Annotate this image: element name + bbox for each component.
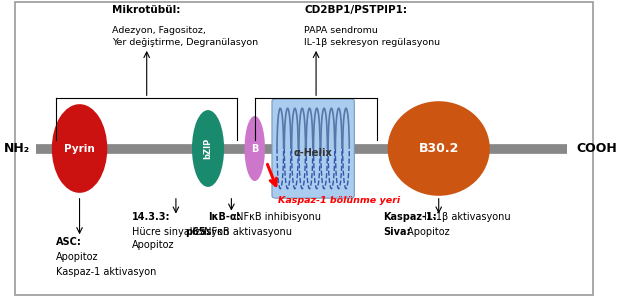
Text: Siva:: Siva:	[383, 227, 410, 237]
Text: Apopitoz: Apopitoz	[404, 227, 450, 237]
Text: NFκB inhibisyonu: NFκB inhibisyonu	[233, 212, 321, 222]
Text: ASC:: ASC:	[56, 237, 82, 247]
Ellipse shape	[52, 104, 107, 193]
Text: Kaspaz-1 bölünme yeri: Kaspaz-1 bölünme yeri	[278, 196, 401, 205]
Text: α-Helix: α-Helix	[294, 148, 332, 158]
Text: NFκB aktivasyonu: NFκB aktivasyonu	[201, 227, 292, 237]
Text: Adezyon, Fagositoz,
Yer değiştirme, Degranülasyon: Adezyon, Fagositoz, Yer değiştirme, Degr…	[112, 26, 258, 47]
Text: PAPA sendromu
IL-1β sekresyon regülasyonu: PAPA sendromu IL-1β sekresyon regülasyon…	[304, 26, 440, 47]
Ellipse shape	[192, 110, 224, 187]
Text: Apopitoz: Apopitoz	[132, 240, 175, 250]
Text: Kaspaz-1 aktivasyon: Kaspaz-1 aktivasyon	[56, 267, 156, 277]
Text: Mikrotübül:: Mikrotübül:	[112, 5, 180, 15]
Text: bZIP: bZIP	[204, 138, 212, 159]
Text: Hücre sinyalizasyon: Hücre sinyalizasyon	[132, 227, 229, 237]
Text: IL-1β aktivasyonu: IL-1β aktivasyonu	[421, 212, 510, 222]
Text: B30.2: B30.2	[419, 142, 459, 155]
Text: Apopitoz: Apopitoz	[56, 252, 99, 262]
FancyBboxPatch shape	[16, 2, 594, 295]
FancyBboxPatch shape	[272, 99, 355, 198]
Ellipse shape	[245, 116, 265, 181]
Text: Kaspaz-1:: Kaspaz-1:	[383, 212, 437, 222]
Text: B: B	[251, 143, 258, 154]
Text: NH₂: NH₂	[4, 142, 30, 155]
Text: CD2BP1/PSTPIP1:: CD2BP1/PSTPIP1:	[304, 5, 407, 15]
Text: 14.3.3:: 14.3.3:	[132, 212, 171, 222]
Text: COOH: COOH	[576, 142, 617, 155]
Text: IκB-α:: IκB-α:	[208, 212, 241, 222]
Text: p65:: p65:	[184, 227, 209, 237]
Ellipse shape	[388, 101, 490, 196]
Text: Pyrin: Pyrin	[64, 143, 95, 154]
